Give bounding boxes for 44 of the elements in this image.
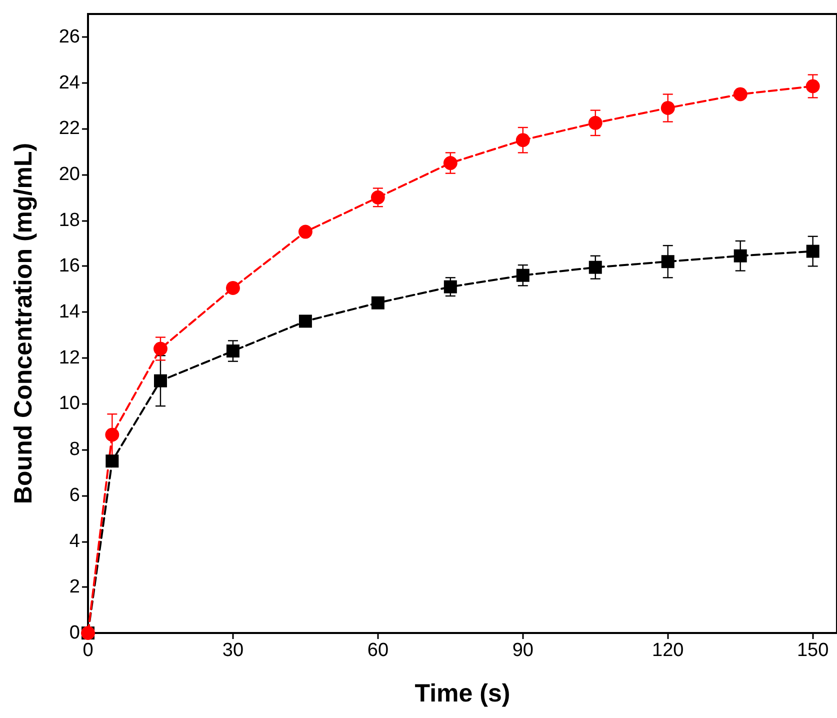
point	[154, 374, 167, 388]
x-tick-label: 150	[796, 640, 829, 661]
y-tick-label: 12	[58, 347, 80, 368]
point	[588, 116, 602, 130]
point	[371, 296, 384, 310]
point	[660, 101, 675, 115]
point	[661, 255, 674, 268]
y-tick-label: 10	[58, 393, 80, 414]
y-axis-title: Bound Concentration (mg/mL)	[10, 142, 38, 504]
point	[443, 156, 458, 170]
point	[733, 87, 748, 102]
point	[226, 280, 240, 295]
point	[298, 224, 312, 239]
y-tick-label: 20	[58, 164, 80, 185]
y-tick-label: 18	[58, 210, 80, 231]
x-tick-label: 120	[652, 640, 684, 661]
point	[154, 342, 168, 356]
point	[516, 268, 530, 282]
y-tick-label: 2	[69, 576, 80, 598]
point	[444, 280, 457, 294]
y-tick-label: 4	[69, 530, 80, 552]
x-tick-label: 60	[367, 640, 389, 661]
point	[370, 190, 385, 204]
y-tick-label: 22	[58, 118, 80, 140]
point	[106, 454, 119, 468]
point	[806, 244, 820, 258]
y-tick-label: 8	[69, 439, 80, 460]
y-tick-label: 16	[58, 256, 80, 277]
y-tick-label: 6	[69, 484, 80, 506]
x-tick-label: 30	[222, 640, 244, 661]
x-axis-title: Time (s)	[414, 680, 510, 708]
y-tick-label: 0	[69, 622, 80, 644]
y-tick-label: 24	[58, 72, 80, 94]
x-tick-label: 90	[512, 640, 534, 661]
y-tick-label: 14	[58, 302, 80, 323]
x-tick-label: 0	[82, 640, 94, 661]
point	[105, 428, 120, 442]
point	[298, 314, 312, 328]
point	[588, 260, 602, 274]
point	[226, 344, 240, 358]
point	[734, 249, 747, 262]
y-tick-label: 26	[58, 26, 80, 48]
point	[516, 133, 530, 148]
point	[806, 79, 820, 94]
